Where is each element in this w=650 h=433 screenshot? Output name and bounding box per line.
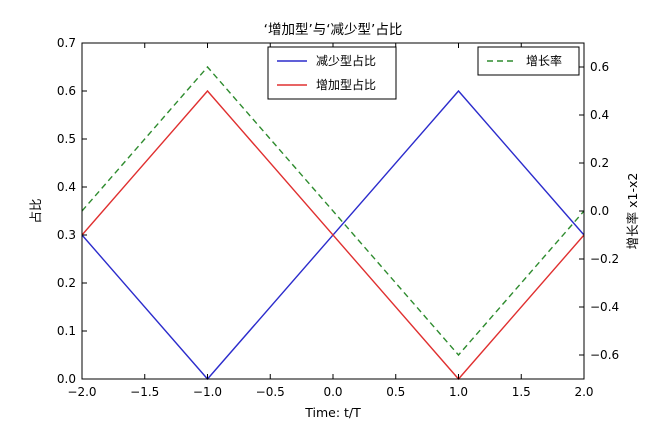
y-right-tick-label: 0.6 [590, 60, 609, 74]
y-right-tick-label: −0.4 [590, 300, 619, 314]
series-lines [81, 65, 585, 381]
legend-upper-right: 增长率 [477, 46, 580, 76]
series-line-1 [81, 89, 585, 381]
y-right-tick-label: −0.6 [590, 348, 619, 362]
y-right-tick-label: 0.4 [590, 108, 609, 122]
x-tick-label: 2.0 [574, 385, 593, 399]
y-left-tick-label: 0.5 [57, 132, 76, 146]
legend-label: 增加型占比 [316, 77, 376, 92]
legend-label: 减少型占比 [316, 53, 376, 68]
y-left-tick-label: 0.6 [57, 84, 76, 98]
y-left-tick-label: 0.7 [57, 36, 76, 50]
legend-box [267, 46, 397, 100]
series-line-2 [81, 65, 585, 357]
y-left-tick-label: 0.4 [57, 180, 76, 194]
y-left-tick-label: 0.3 [57, 228, 76, 242]
y-left-axis-title: 占比 [28, 198, 43, 223]
ticks: −2.0 −1.5 −1.0 −0.5 0.0 0.5 1.0 1.5 2.0 0.0 0.1 0.2… [57, 36, 619, 399]
x-tick-label: −1.0 [193, 385, 222, 399]
x-tick-label: 1.5 [512, 385, 531, 399]
x-axis-title: Time: t/T [304, 405, 361, 420]
y-left-tick-label: 0.0 [57, 372, 76, 386]
y-right-axis-title: 增长率 x1-x2 [625, 173, 640, 250]
x-tick-label: −0.5 [256, 385, 285, 399]
y-left-tick-label: 0.2 [57, 276, 76, 290]
y-right-tick-label: −0.2 [590, 252, 619, 266]
legend-label: 增长率 [526, 53, 562, 68]
x-tick-label: 0.0 [323, 385, 342, 399]
x-tick-label: −2.0 [67, 385, 96, 399]
y-right-tick-label: 0.0 [590, 204, 609, 218]
x-tick-label: −1.5 [130, 385, 159, 399]
y-right-tick-label: 0.2 [590, 156, 609, 170]
x-tick-label: 1.0 [449, 385, 468, 399]
chart-title: ‘增加型’与‘减少型’占比 [264, 22, 403, 38]
x-tick-label: 0.5 [386, 385, 405, 399]
y-left-tick-label: 0.1 [57, 324, 76, 338]
legend-box [477, 46, 580, 76]
